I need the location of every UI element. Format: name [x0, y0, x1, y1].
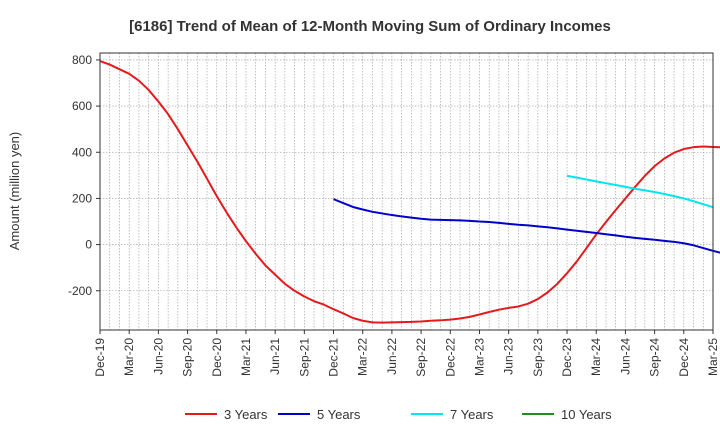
y-axis-label: Amount (million yen)	[7, 132, 22, 251]
legend: 3 Years 5 Years 7 Years 10 Years	[185, 407, 612, 422]
axis-ticks: -200 0 200 400 600 800 Dec-19 Mar-20 Jun-20 Sep-2…	[68, 53, 720, 377]
x-tick-label: Sep-24	[648, 338, 662, 377]
y-tick-label: 600	[72, 99, 92, 113]
x-tick-label: Jun-22	[385, 338, 399, 375]
series-lines	[99, 60, 720, 324]
x-tick-label: Dec-22	[443, 338, 457, 377]
x-tick-label: Sep-21	[297, 338, 311, 377]
y-tick-label: 400	[72, 145, 92, 159]
series-line-5-years	[333, 198, 720, 254]
x-tick-label: Mar-21	[239, 338, 253, 376]
chart-title: [6186] Trend of Mean of 12-Month Moving …	[129, 18, 611, 35]
x-tick-label: Dec-23	[560, 338, 574, 377]
x-tick-label: Dec-19	[93, 338, 107, 377]
series-line-7-years	[566, 174, 714, 209]
legend-label-10-years: 10 Years	[561, 407, 612, 422]
y-tick-label: 200	[72, 191, 92, 205]
x-tick-label: Mar-25	[706, 338, 720, 376]
series-line-3-years	[99, 60, 720, 324]
legend-label-3-years: 3 Years	[224, 407, 268, 422]
y-tick-label: -200	[68, 284, 92, 298]
x-tick-label: Sep-20	[181, 338, 195, 377]
x-tick-label: Mar-23	[472, 338, 486, 376]
x-tick-label: Dec-21	[327, 338, 341, 377]
grid	[100, 53, 713, 330]
y-tick-label: 0	[85, 238, 92, 252]
y-tick-label: 800	[72, 53, 92, 67]
x-tick-label: Jun-24	[618, 338, 632, 375]
legend-label-7-years: 7 Years	[450, 407, 494, 422]
plot-frame	[99, 52, 714, 331]
x-tick-label: Jun-20	[151, 338, 165, 375]
x-tick-label: Mar-22	[356, 338, 370, 376]
x-tick-label: Jun-23	[502, 338, 516, 375]
x-tick-label: Dec-20	[210, 338, 224, 377]
x-tick-label: Mar-24	[589, 338, 603, 376]
x-tick-label: Dec-24	[677, 338, 691, 377]
legend-label-5-years: 5 Years	[317, 407, 361, 422]
x-tick-label: Sep-22	[414, 338, 428, 377]
x-tick-label: Jun-21	[268, 338, 282, 375]
x-tick-label: Mar-20	[122, 338, 136, 376]
x-tick-label: Sep-23	[531, 338, 545, 377]
